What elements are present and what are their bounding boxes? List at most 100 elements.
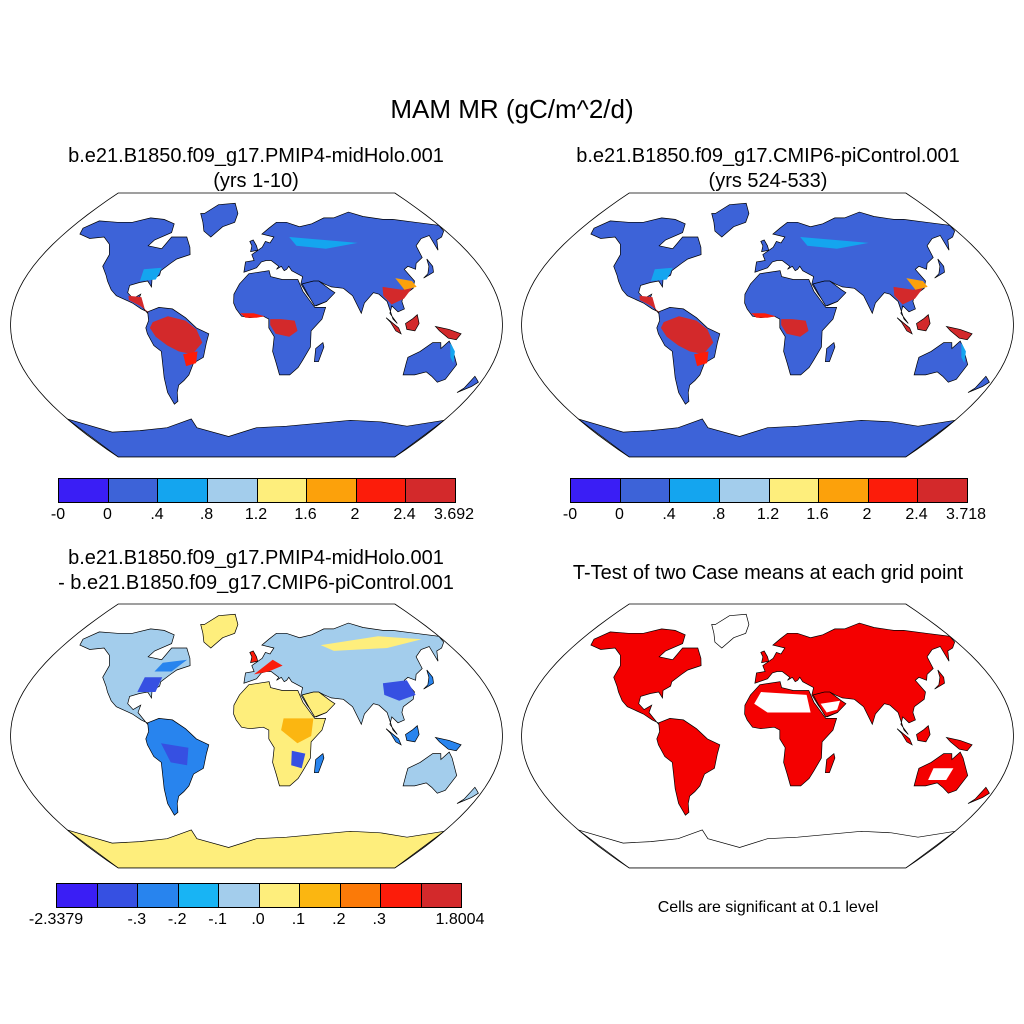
panel-1-title-line-2: (yrs 1-10) — [213, 170, 299, 192]
colorbar-label: 1.8004 — [435, 911, 485, 928]
sahel-diff — [281, 718, 314, 744]
colorbar-swatch — [406, 479, 455, 502]
south-america-landmass — [656, 718, 721, 816]
sumatra-landmass — [385, 317, 402, 335]
colorbar-label: 1.6 — [294, 506, 317, 523]
colorbar-label: .3 — [372, 911, 386, 928]
panel-2-colorbar — [570, 478, 968, 503]
antarctica-landmass — [577, 418, 956, 457]
colorbar-label: -.1 — [208, 911, 227, 928]
siberia-diff — [320, 636, 422, 651]
madagascar-landmass — [825, 752, 836, 774]
colorbar-label: -0 — [562, 506, 578, 523]
panel-4-map — [521, 603, 1014, 869]
new-zealand-landmass — [456, 786, 479, 804]
colorbar-swatch — [918, 479, 967, 502]
south-america-landmass — [145, 718, 210, 816]
new-guinea-landmass — [434, 325, 462, 341]
madagascar-landmass — [825, 341, 836, 363]
significance-note: Cells are significant at 0.1 level — [657, 899, 879, 916]
panel-1-map — [10, 192, 503, 458]
boreal-region — [800, 237, 869, 249]
brazil-south-region — [183, 351, 198, 367]
uk-landmass — [249, 239, 259, 253]
new-zealand-landmass — [456, 375, 479, 393]
new-zealand-landmass — [967, 786, 990, 804]
colorbar-label: .2 — [332, 911, 346, 928]
boreal-region — [289, 237, 358, 249]
greenland-landmass — [200, 202, 239, 238]
sumatra-landmass — [896, 728, 913, 746]
colorbar-swatch — [300, 884, 341, 907]
panel-3-map — [10, 603, 503, 869]
sahara-not-significant — [754, 692, 811, 713]
new-guinea-landmass — [945, 736, 973, 752]
uk-landmass — [249, 650, 259, 664]
arabia-landmass — [301, 691, 336, 718]
colorbar-swatch — [178, 884, 219, 907]
north-america-landmass — [79, 217, 191, 314]
congo-high-region — [781, 319, 809, 337]
amazon-diff — [161, 743, 189, 766]
map-projection-border — [521, 192, 1014, 458]
colorbar-label: 1.2 — [244, 506, 268, 523]
sumatra-landmass — [896, 317, 913, 335]
west-africa-region — [751, 313, 776, 318]
colorbar-swatch — [571, 479, 621, 502]
congo-high-region — [270, 319, 298, 337]
colorbar-swatch — [381, 884, 422, 907]
colorbar-swatch — [769, 479, 820, 502]
colorbar-label: 3.692 — [433, 506, 475, 523]
borneo-landmass — [405, 314, 420, 332]
borneo-landmass — [916, 725, 931, 743]
map-land-layer — [577, 202, 990, 457]
new-zealand-landmass — [967, 375, 990, 393]
map-projection-border — [521, 603, 1014, 869]
queensland-region — [961, 342, 966, 364]
colorbar-label: 0 — [615, 506, 624, 523]
panel-1-colorbar — [58, 478, 456, 503]
colorbar-label: .8 — [199, 506, 214, 523]
borneo-landmass — [405, 725, 420, 743]
colorbar-label: 2.4 — [393, 506, 416, 523]
new-guinea-landmass — [434, 736, 462, 752]
canada-east-diff — [154, 659, 188, 672]
east-asia-diff — [382, 680, 416, 701]
north-america-landmass — [79, 628, 191, 725]
panel-1-colorbar-labels: -0 0 .4 .8 1.2 1.6 2 2.4 3.692 — [51, 506, 474, 526]
colorbar-label: .1 — [291, 911, 306, 928]
colorbar-swatch — [307, 479, 357, 502]
australia-landmass — [913, 340, 969, 383]
colorbar-label: .4 — [662, 506, 676, 523]
japan-landmass — [423, 669, 434, 690]
colorbar-label: .4 — [150, 506, 164, 523]
colorbar-swatch — [868, 479, 919, 502]
southeast-asia-region — [893, 286, 923, 305]
colorbar-swatch — [259, 884, 300, 907]
sumatra-landmass — [385, 728, 402, 746]
colorbar-label: -.3 — [127, 911, 147, 928]
map-land-layer — [577, 613, 990, 868]
us-southeast-region — [650, 267, 673, 281]
greenland-landmass — [200, 613, 239, 649]
antarctica-landmass — [577, 829, 956, 868]
us-southeast-diff — [137, 677, 163, 692]
colorbar-swatch — [207, 479, 258, 502]
uk-landmass — [760, 650, 770, 664]
colorbar-swatch — [620, 479, 671, 502]
arabia-landmass — [301, 280, 336, 307]
us-southeast-region — [139, 267, 162, 281]
southern-africa-diff — [291, 750, 306, 769]
panel-1-title-line-1: b.e21.B1850.f09_g17.PMIP4-midHolo.001 — [68, 145, 444, 167]
panel-2-title-line-2: (yrs 524-533) — [708, 170, 828, 192]
colorbar-label: 2.4 — [905, 506, 928, 523]
central-america-region — [128, 295, 151, 314]
panel-2-map — [521, 192, 1014, 458]
australia-interior-not-significant — [928, 768, 954, 780]
panel-2-title: b.e21.B1850.f09_g17.CMIP6-piControl.001 … — [520, 144, 1016, 194]
colorbar-swatch — [257, 479, 308, 502]
north-america-landmass — [590, 217, 702, 314]
panel-1-title: b.e21.B1850.f09_g17.PMIP4-midHolo.001 (y… — [8, 144, 504, 194]
colorbar-swatch — [97, 884, 138, 907]
arabia-landmass — [812, 280, 847, 307]
